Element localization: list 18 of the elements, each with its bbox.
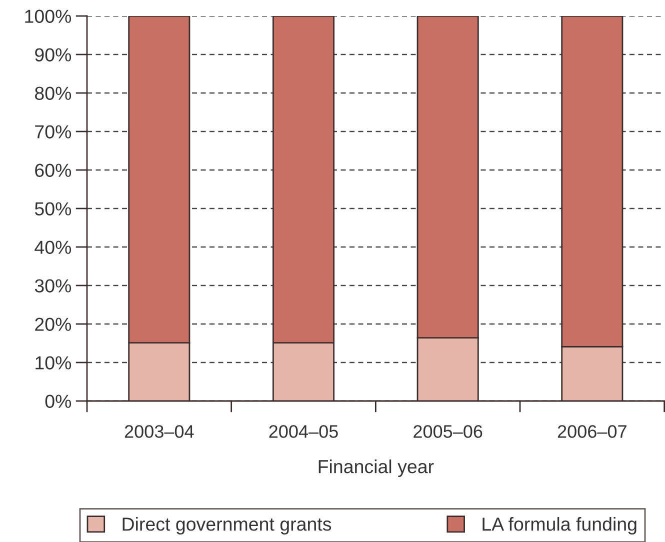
legend-label: LA formula funding: [482, 517, 636, 534]
y-tick-label: 0%: [45, 394, 72, 408]
y-tick-label: 70%: [35, 125, 72, 138]
y-tick-label: 50%: [34, 202, 72, 216]
y-tick-label: 80%: [35, 86, 72, 100]
y-tick-label: 60%: [35, 164, 72, 177]
x-tick-label: 2003–04: [124, 425, 194, 438]
x-axis-title: Financial year: [318, 460, 434, 477]
y-tick-label: 10%: [36, 356, 72, 370]
y-tick-label: 40%: [34, 240, 72, 254]
x-tick-label: 2005–06: [414, 425, 482, 438]
x-tick-label: 2006–07: [558, 425, 626, 438]
y-tick-label: 90%: [35, 48, 72, 62]
y-tick-label: 20%: [35, 318, 72, 331]
y-tick-label: 30%: [34, 279, 72, 292]
x-tick-label: 2004–05: [269, 425, 338, 438]
y-tick-label: 100%: [25, 10, 72, 23]
legend-label: Direct government grants: [122, 517, 332, 534]
